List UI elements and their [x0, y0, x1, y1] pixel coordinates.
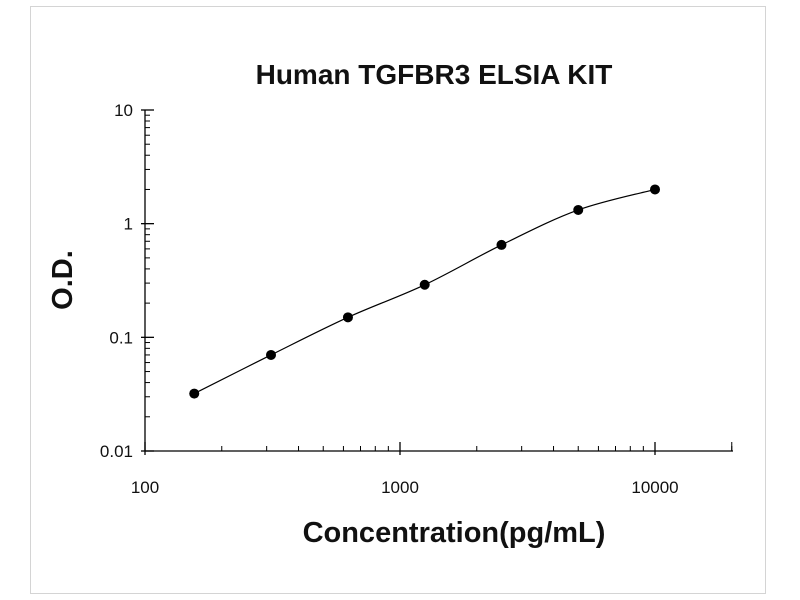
axes: [144, 110, 733, 452]
y-tick-label: 0.01: [100, 442, 133, 461]
y-axis-title: O.D.: [47, 250, 79, 310]
tick-labels: 0.01 0.1 1 10 100 1000 10000: [100, 101, 679, 497]
data-point: [650, 184, 660, 195]
data-point: [342, 312, 353, 323]
chart-title: Human TGFBR3 ELSIA KIT: [256, 59, 613, 90]
y-tick-label: 10: [114, 101, 133, 120]
curve-layer: [193, 188, 656, 395]
y-tick-label: 0.1: [109, 328, 133, 347]
x-axis-title: Concentration(pg/mL): [303, 517, 606, 549]
chart-frame: [30, 6, 766, 594]
points-layer: [189, 184, 660, 399]
data-point: [573, 204, 584, 215]
data-point: [419, 279, 430, 290]
y-tick-label: 1: [124, 215, 133, 234]
series-line: [193, 188, 656, 395]
x-tick-label: 10000: [631, 478, 678, 497]
x-tick-label: 100: [131, 478, 159, 497]
x-tick-label: 1000: [381, 478, 419, 497]
data-point: [266, 349, 277, 360]
data-point: [189, 388, 200, 399]
major-ticks: [141, 109, 656, 455]
minor-ticks: [145, 114, 733, 451]
data-point: [496, 239, 507, 250]
